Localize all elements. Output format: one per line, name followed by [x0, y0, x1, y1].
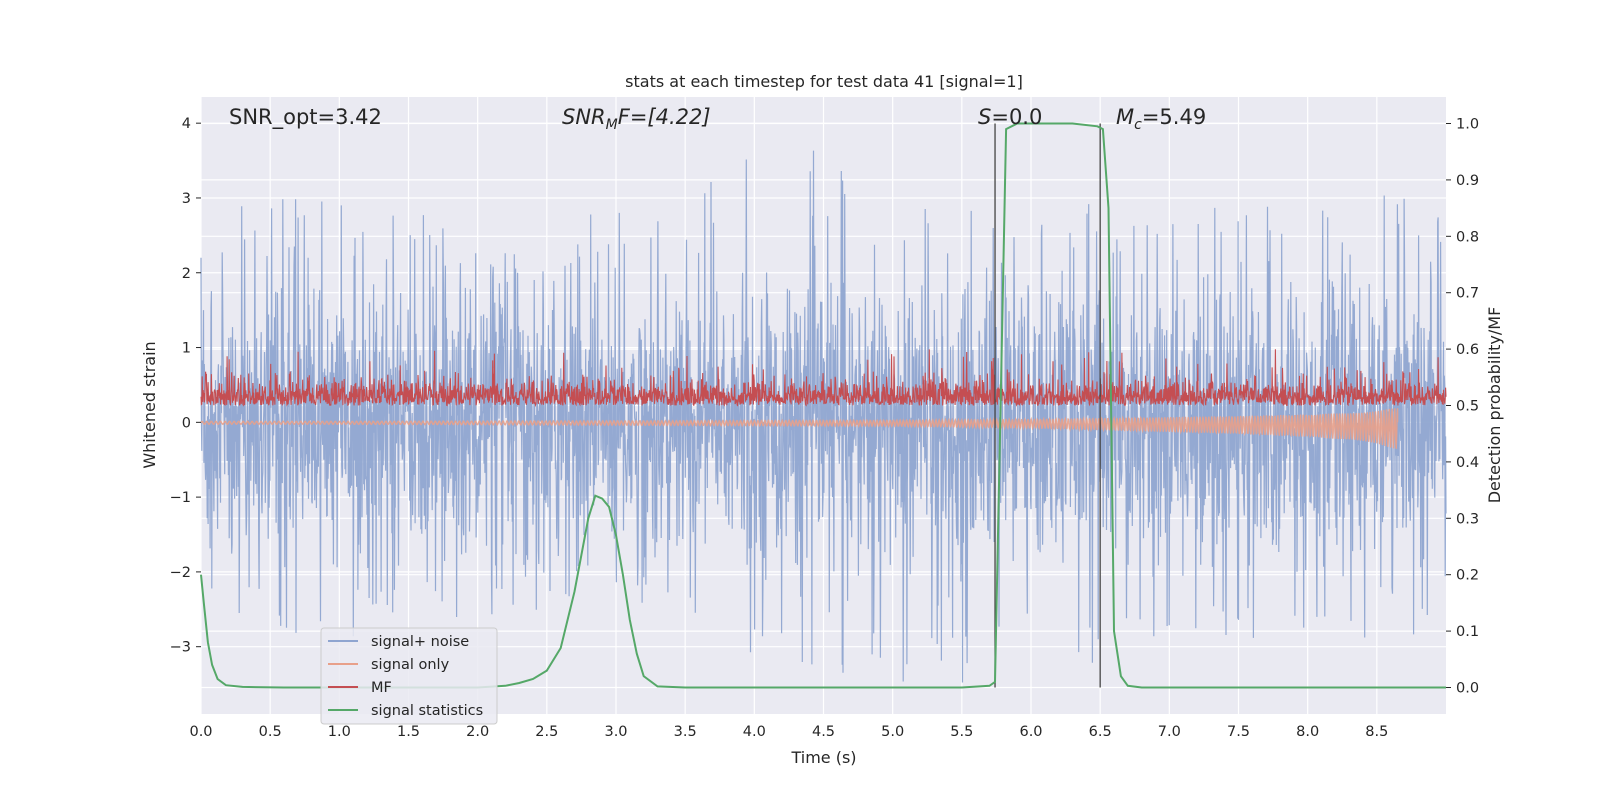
y2-tick-label: 0.4: [1456, 455, 1479, 471]
y2-tick-label: 0.3: [1456, 511, 1479, 527]
x-tick-label: 1.0: [328, 724, 351, 740]
x-tick-label: 2.0: [466, 724, 489, 740]
x-tick-label: 1.5: [397, 724, 420, 740]
y2-tick-label: 1.0: [1456, 117, 1479, 133]
y-tick-label: −1: [170, 490, 191, 506]
annotation-snr-mf: SNRMF=[4.22]: [562, 105, 711, 133]
x-axis-ticks: 0.0 0.5 1.0 1.5 2.0 2.5 3.0 3.5 4.0 4.5 5.0 5.5 6.0 6…: [189, 724, 1388, 740]
y2-tick-label: 0.6: [1456, 342, 1479, 358]
y-tick-label: 4: [182, 116, 191, 132]
y-tick-label: 3: [182, 191, 191, 207]
x-tick-label: 4.5: [812, 724, 835, 740]
x-tick-label: 0.5: [259, 724, 282, 740]
vertical-lines: [994, 123, 1101, 688]
x-tick-label: 0.0: [189, 724, 212, 740]
y2-tick-label: 0.9: [1456, 173, 1479, 189]
x-tick-label: 4.0: [743, 724, 766, 740]
legend-label-signal-noise: signal+ noise: [371, 634, 469, 650]
legend-label-mf: MF: [371, 680, 392, 696]
y-tick-label: −2: [170, 565, 191, 581]
x-axis-label: Time (s): [790, 748, 856, 767]
legend: signal+ noise signal only MF signal stat…: [320, 627, 498, 725]
annotation-mc-var: M: [1116, 105, 1134, 129]
y2-tick-label: 0.2: [1456, 568, 1479, 584]
y2-tick-label: 0.8: [1456, 229, 1479, 245]
annotation-s: S=0.0: [978, 105, 1042, 129]
signal-only-line: [200, 408, 1399, 449]
series-signal-only: [200, 408, 1399, 449]
annotation-s-rest: =0.0: [991, 105, 1042, 129]
x-tick-label: 6.0: [1019, 724, 1042, 740]
annotation-snr-mf-base: SNR: [562, 105, 606, 129]
y2-axis-ticks: 1.0 0.9 0.8 0.7 0.6 0.5 0.4 0.3 0.2 0.1 0.0: [1446, 117, 1479, 696]
legend-label-signal-only: signal only: [371, 657, 450, 673]
x-tick-label: 5.5: [950, 724, 973, 740]
y-tick-label: 2: [182, 266, 191, 282]
y2-tick-label: 0.0: [1456, 680, 1479, 696]
annotations: SNR_opt=3.42 SNRMF=[4.22] S=0.0 Mc=5.49: [229, 105, 1206, 133]
x-tick-label: 6.5: [1089, 724, 1112, 740]
series-mf: [200, 349, 1447, 408]
y-axis-ticks: 4 3 2 1 0 −1 −2 −3: [170, 116, 201, 656]
x-tick-label: 3.5: [674, 724, 697, 740]
y2-axis-label: Detection probability/MF: [1485, 307, 1504, 504]
x-tick-label: 8.0: [1296, 724, 1319, 740]
annotation-mc-rest: =5.49: [1142, 105, 1206, 129]
annotation-snr-opt: SNR_opt=3.42: [229, 105, 382, 130]
mf-line: [200, 349, 1447, 408]
annotation-mc-sub: c: [1134, 117, 1142, 133]
x-tick-label: 5.0: [881, 724, 904, 740]
signal-noise-line: [200, 150, 1447, 683]
y-tick-label: 1: [182, 341, 191, 357]
chart-title: stats at each timestep for test data 41 …: [625, 72, 1023, 91]
x-tick-label: 2.5: [535, 724, 558, 740]
y-tick-label: −3: [170, 640, 191, 656]
y2-tick-label: 0.5: [1456, 399, 1479, 415]
x-tick-label: 7.0: [1158, 724, 1181, 740]
y2-tick-label: 0.1: [1456, 624, 1479, 640]
series-signal-noise: [200, 150, 1447, 683]
annotation-snr-mf-rest: F=[4.22]: [618, 105, 711, 129]
annotation-snr-mf-sub: M: [606, 117, 618, 133]
y-tick-label: 0: [182, 415, 191, 431]
x-tick-label: 8.5: [1365, 724, 1388, 740]
x-tick-label: 3.0: [604, 724, 627, 740]
legend-label-signal-statistics: signal statistics: [371, 703, 483, 719]
x-tick-label: 7.5: [1227, 724, 1250, 740]
y2-tick-label: 0.7: [1456, 286, 1479, 302]
annotation-s-var: S: [978, 105, 991, 129]
y-axis-label: Whitened strain: [140, 341, 159, 468]
annotation-mc: Mc=5.49: [1116, 105, 1206, 133]
legend-box: [320, 627, 498, 725]
